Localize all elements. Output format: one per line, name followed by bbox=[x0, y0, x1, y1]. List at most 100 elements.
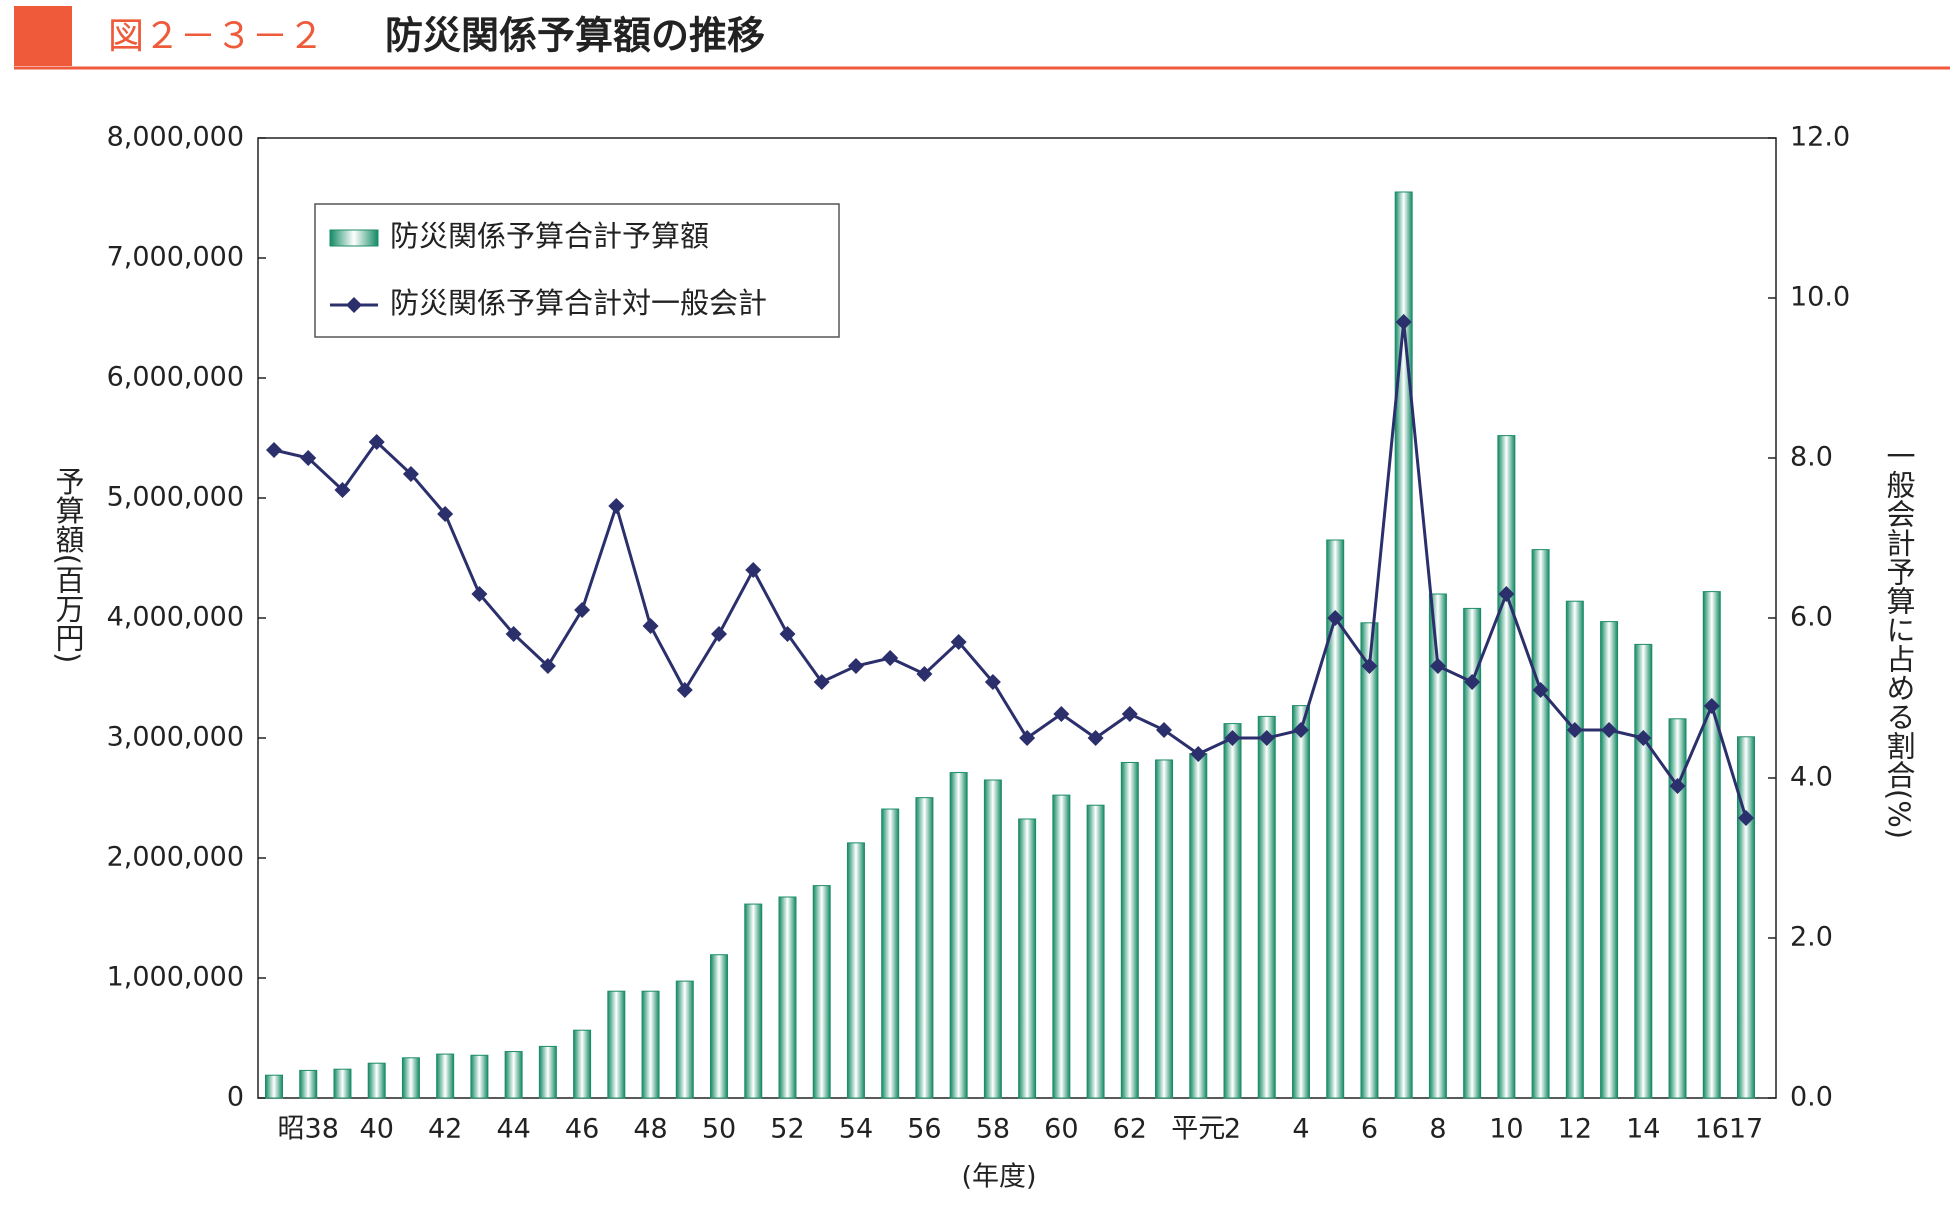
bar bbox=[846, 842, 865, 1099]
figure-number: 図２－３－２ bbox=[108, 16, 324, 57]
line-marker bbox=[1087, 730, 1104, 746]
line-marker bbox=[1429, 658, 1446, 674]
x-tick-label: 52 bbox=[770, 1114, 804, 1145]
line-marker bbox=[368, 434, 385, 450]
bar bbox=[504, 1051, 523, 1099]
line-marker bbox=[402, 466, 419, 482]
y2-tick-label: 8.0 bbox=[1790, 442, 1833, 473]
line-marker bbox=[574, 602, 591, 618]
bar bbox=[265, 1074, 283, 1099]
x-tick-label: 8 bbox=[1429, 1114, 1446, 1145]
bar bbox=[1668, 718, 1687, 1099]
line-marker bbox=[882, 650, 899, 666]
x-tick-label: 60 bbox=[1044, 1114, 1078, 1145]
line-marker bbox=[471, 586, 488, 602]
x-tick-label: 40 bbox=[360, 1114, 394, 1145]
bar bbox=[1702, 591, 1721, 1099]
line-marker bbox=[608, 498, 625, 514]
bar bbox=[1291, 705, 1310, 1099]
line-marker bbox=[1121, 706, 1138, 722]
line-marker bbox=[1703, 698, 1720, 714]
line-marker bbox=[1498, 586, 1515, 602]
line-marker bbox=[1156, 722, 1173, 738]
line-marker bbox=[1738, 810, 1754, 826]
y2-tick-label: 2.0 bbox=[1790, 922, 1833, 953]
bar bbox=[367, 1062, 386, 1099]
bar bbox=[1086, 804, 1105, 1099]
y-axis-label: 予算額(百万円) bbox=[51, 467, 85, 664]
x-tick-label: 10 bbox=[1489, 1114, 1523, 1145]
bar bbox=[1052, 794, 1071, 1099]
x-tick-label: 42 bbox=[428, 1114, 462, 1145]
y-tick-label: 0 bbox=[227, 1082, 244, 1113]
x-tick-label: 昭38 bbox=[278, 1114, 339, 1145]
bar bbox=[710, 954, 729, 1099]
bar bbox=[1394, 191, 1413, 1099]
y-tick-label: 3,000,000 bbox=[107, 722, 244, 753]
y2-tick-label: 6.0 bbox=[1790, 602, 1833, 633]
line-marker bbox=[1669, 778, 1686, 794]
bar bbox=[641, 990, 660, 1099]
y2-tick-label: 10.0 bbox=[1790, 282, 1850, 313]
bar bbox=[1189, 753, 1208, 1099]
y2-tick-label: 12.0 bbox=[1790, 122, 1850, 153]
y-tick-label: 7,000,000 bbox=[107, 242, 244, 273]
line-marker bbox=[1635, 730, 1652, 746]
x-tick-label: 6 bbox=[1361, 1114, 1378, 1145]
bar bbox=[1497, 435, 1516, 1099]
bar bbox=[744, 903, 763, 1099]
x-tick-label: 16 bbox=[1695, 1114, 1729, 1145]
bar bbox=[881, 808, 900, 1099]
x-tick-label: 17 bbox=[1729, 1114, 1763, 1145]
bar bbox=[1565, 600, 1584, 1099]
line-marker bbox=[984, 674, 1001, 690]
y-tick-label: 1,000,000 bbox=[107, 962, 244, 993]
line-marker bbox=[1053, 706, 1070, 722]
bar bbox=[949, 772, 968, 1099]
line-marker bbox=[1327, 610, 1344, 626]
x-tick-label: 12 bbox=[1558, 1114, 1592, 1145]
line-marker bbox=[916, 666, 933, 682]
line bbox=[273, 321, 1748, 819]
line-marker bbox=[745, 562, 762, 578]
bar bbox=[1737, 736, 1755, 1099]
line-marker bbox=[950, 634, 967, 650]
legend-marker bbox=[346, 297, 362, 313]
line-marker bbox=[676, 682, 693, 698]
line-marker bbox=[1532, 682, 1549, 698]
bar bbox=[915, 797, 934, 1099]
bar bbox=[538, 1045, 557, 1099]
line-marker bbox=[505, 626, 522, 642]
chart-title: 防災関係予算額の推移 bbox=[385, 14, 765, 58]
line-marker bbox=[300, 450, 317, 466]
bar bbox=[1360, 622, 1379, 1099]
line-marker bbox=[1224, 730, 1241, 746]
line-marker bbox=[711, 626, 728, 642]
line-marker bbox=[1395, 314, 1412, 330]
x-axis-label: (年度) bbox=[961, 1162, 1036, 1193]
bar bbox=[1531, 549, 1550, 1099]
bar bbox=[1018, 818, 1037, 1099]
legend-label: 防災関係予算合計予算額 bbox=[390, 219, 709, 253]
y2-tick-label: 4.0 bbox=[1790, 762, 1833, 793]
legend bbox=[314, 203, 840, 338]
legend-label: 防災関係予算合計対一般会計 bbox=[390, 286, 767, 320]
x-tick-label: 54 bbox=[839, 1114, 873, 1145]
bar bbox=[675, 980, 694, 1099]
line-marker bbox=[334, 482, 351, 498]
bar bbox=[607, 990, 626, 1099]
line-marker bbox=[1258, 730, 1275, 746]
line-marker bbox=[1464, 674, 1481, 690]
x-tick-label: 14 bbox=[1626, 1114, 1660, 1145]
line-marker bbox=[642, 618, 659, 634]
line-marker bbox=[1566, 722, 1583, 738]
x-tick-label: 56 bbox=[907, 1114, 941, 1145]
line-marker bbox=[1019, 730, 1036, 746]
header-block bbox=[14, 6, 72, 66]
bar bbox=[1326, 539, 1345, 1099]
line-marker bbox=[779, 626, 796, 642]
line-marker bbox=[266, 442, 282, 458]
y-tick-label: 8,000,000 bbox=[107, 122, 244, 153]
x-tick-label: 50 bbox=[702, 1114, 736, 1145]
